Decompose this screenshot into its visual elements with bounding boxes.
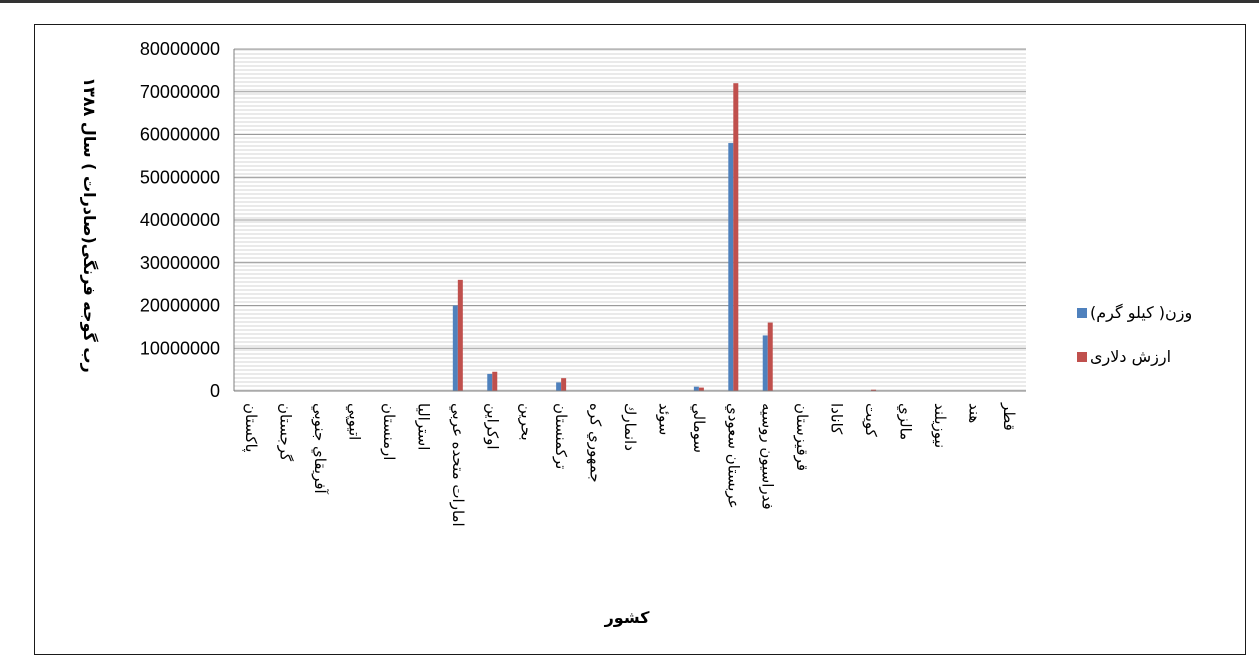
bar: [457, 279, 463, 391]
x-tick-label: امارات متحده عربي: [448, 403, 467, 527]
x-tick-label: تركمنستان: [552, 403, 570, 469]
x-tick-label: بحرين: [518, 403, 536, 441]
legend-label: (کيلو گرم )وزن: [1090, 303, 1192, 323]
x-tick-label: سوئد: [655, 403, 673, 435]
x-axis-title: کشور: [604, 608, 651, 627]
legend-swatch: [1077, 352, 1087, 362]
x-tick-label: عربستان سعودي: [723, 403, 742, 509]
x-tick-label: ارمنستان: [380, 403, 398, 460]
bar: [728, 143, 734, 391]
bar: [871, 389, 877, 391]
x-tick-label: اوكراين: [483, 403, 501, 450]
bar: [762, 335, 768, 391]
x-tick-label: كانادا: [828, 403, 846, 435]
x-tick-label: پاكستان: [241, 403, 260, 452]
bar: [767, 322, 773, 391]
y-axis-title: رب گوجه فرنگی(صادرات ) سال ۱۳۸۸: [80, 77, 99, 372]
x-tick-label: اتيوپي: [345, 403, 364, 440]
top-rule: [0, 0, 1259, 3]
y-tick-label: 50000000: [140, 167, 220, 187]
x-tick-label: استراليا: [414, 403, 432, 450]
legend-label: ارزش دلاری: [1090, 347, 1171, 367]
legend-swatch: [1077, 308, 1087, 318]
bar: [561, 378, 567, 391]
bar: [698, 387, 704, 391]
x-tick-label: كويت: [862, 403, 880, 438]
bar: [487, 373, 493, 391]
y-tick-label: 80000000: [140, 39, 220, 59]
x-tick-label: سومالي: [689, 403, 708, 453]
x-tick-label: قرقيزستان: [793, 403, 811, 471]
y-tick-label: 30000000: [140, 253, 220, 273]
x-tick-label: آفريقاي جنوبي: [310, 403, 329, 495]
bar: [556, 382, 562, 391]
x-tick-label: مالزي: [895, 403, 914, 440]
y-tick-label: 10000000: [140, 338, 220, 358]
bar: [733, 83, 739, 391]
x-tick-label: دانمارك: [621, 403, 639, 451]
y-tick-label: 0: [210, 381, 220, 401]
y-tick-label: 40000000: [140, 210, 220, 230]
x-tick-label: فدراسيون روسيه: [759, 403, 777, 510]
x-tick-label: گرجستان: [277, 403, 295, 462]
y-tick-label: 60000000: [140, 125, 220, 145]
y-tick-label: 70000000: [140, 82, 220, 102]
bar: [693, 386, 699, 391]
bar: [492, 371, 498, 391]
y-tick-label: 20000000: [140, 296, 220, 316]
bar: [452, 305, 458, 391]
x-tick-label: جمهوري كره: [586, 403, 605, 483]
x-tick-label: نيوزيلند: [931, 403, 949, 448]
x-tick-label: هند: [965, 403, 983, 423]
x-tick-label: قطر: [1000, 402, 1018, 431]
